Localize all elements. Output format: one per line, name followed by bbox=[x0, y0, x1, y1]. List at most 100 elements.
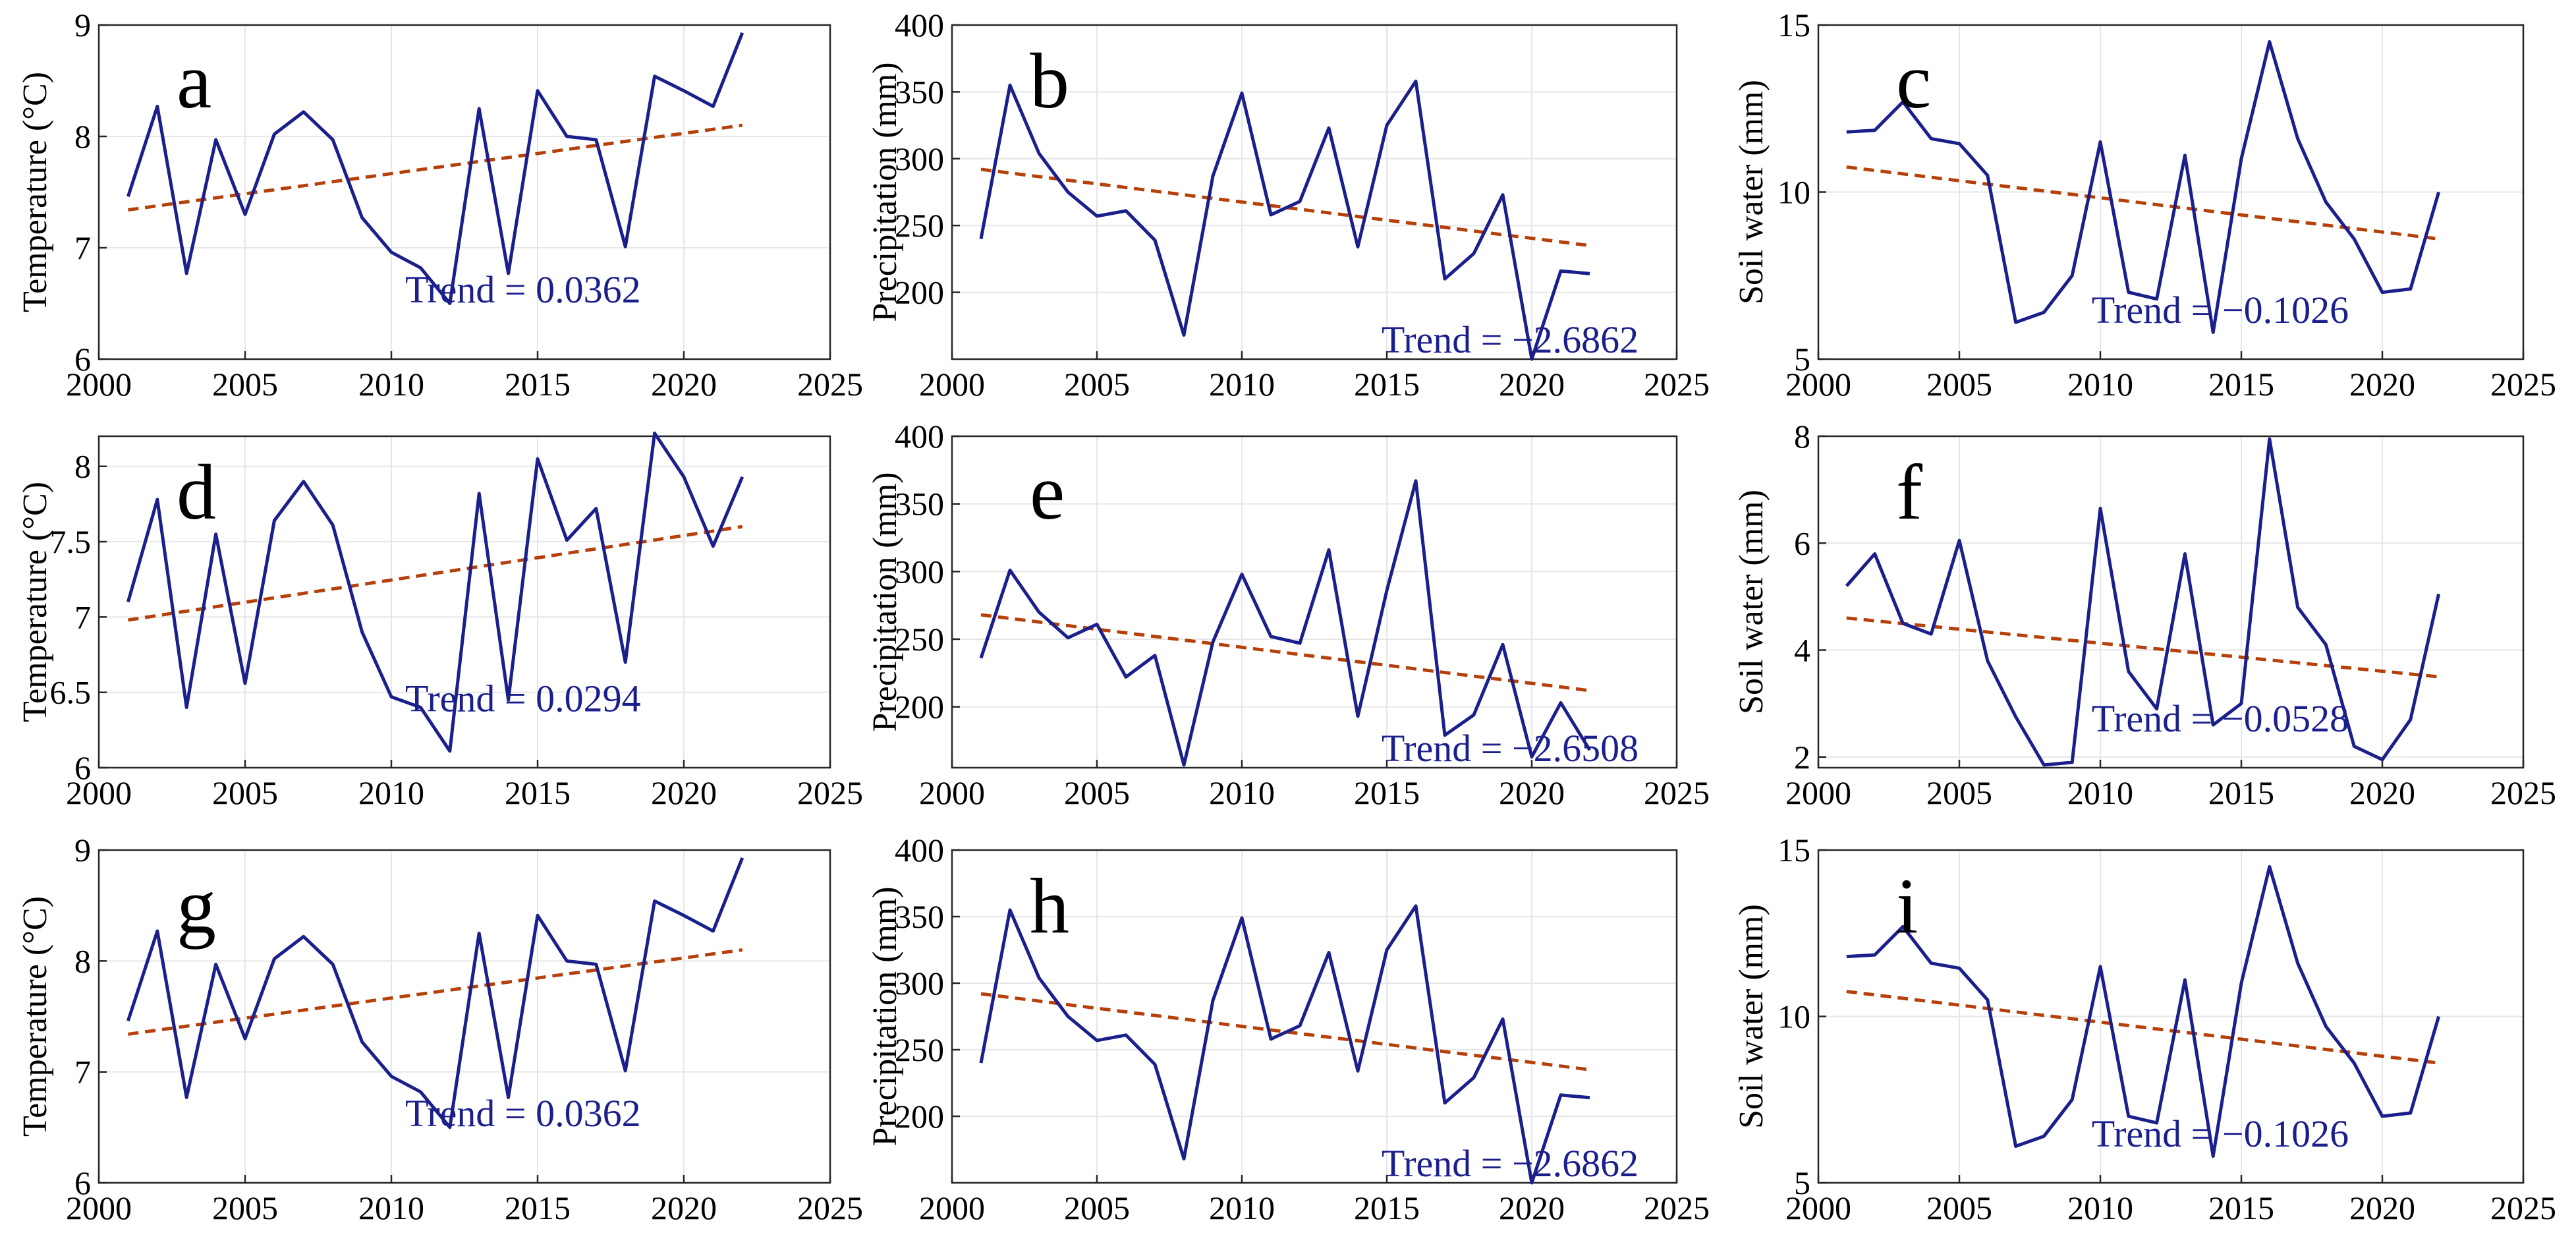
x-tick-label: 2005 bbox=[1926, 774, 1992, 811]
x-tick-label: 2015 bbox=[505, 366, 571, 403]
y-tick-label: 10 bbox=[1778, 174, 1810, 211]
x-tick-label: 2025 bbox=[1644, 366, 1710, 403]
y-tick-label: 5 bbox=[1794, 341, 1810, 378]
panel-letter: g bbox=[177, 862, 216, 950]
x-tick-label: 2015 bbox=[2208, 1189, 2274, 1226]
series-line bbox=[126, 431, 744, 753]
y-tick-label: 8 bbox=[1794, 418, 1810, 455]
panel-d: 2000 2005 2010 2015 2020 2025 6 6.5 7 7.5 8 Tempera… bbox=[16, 431, 863, 811]
x-tick-label: 2005 bbox=[1064, 774, 1130, 811]
axes-frame bbox=[951, 849, 1678, 1184]
x-tick-label: 2010 bbox=[2067, 366, 2133, 403]
y-tick-label: 7.5 bbox=[50, 523, 92, 560]
x-tick-label: 2005 bbox=[212, 1189, 278, 1226]
x-tick-label: 2020 bbox=[651, 1189, 717, 1226]
y-axis-label: Temperature (°C) bbox=[16, 896, 54, 1137]
trend-text: Trend = −0.0528 bbox=[2092, 697, 2349, 740]
y-tick-label: 400 bbox=[895, 832, 944, 869]
x-tick-label: 2020 bbox=[651, 774, 717, 811]
y-tick-label: 300 bbox=[895, 553, 944, 590]
x-tick-label: 2010 bbox=[2067, 774, 2133, 811]
trend-text: Trend = 0.0362 bbox=[405, 268, 641, 311]
trend-text: Trend = −2.6508 bbox=[1382, 727, 1638, 770]
x-tick-label: 2000 bbox=[1785, 1189, 1851, 1226]
panel-c: 2000 2005 2010 2015 2020 2025 5 10 15 Soil water … bbox=[1733, 7, 2556, 403]
x-tick-label: 2025 bbox=[1644, 1189, 1710, 1226]
panel-f: 2000 2005 2010 2015 2020 2025 2 4 6 8 Soil water (… bbox=[1733, 418, 2556, 811]
panel-g: 2000 2005 2010 2015 2020 2025 6 7 8 9 Temperature … bbox=[16, 832, 863, 1226]
trend-line bbox=[1846, 616, 2439, 679]
y-axis-label: Precipitation (mm) bbox=[866, 62, 904, 322]
x-tick-label: 2000 bbox=[1785, 366, 1851, 403]
trend-line bbox=[1846, 990, 2439, 1065]
y-tick-label: 5 bbox=[1794, 1164, 1810, 1201]
axes-frame bbox=[98, 435, 831, 769]
y-tick-label: 400 bbox=[895, 7, 944, 43]
series-line bbox=[979, 479, 1592, 767]
x-tick-label: 2020 bbox=[2349, 774, 2415, 811]
panel-h: 2000 2005 2010 2015 2020 2025 200 250 300 350 400 P… bbox=[866, 832, 1710, 1226]
x-tick-label: 2010 bbox=[1209, 1189, 1275, 1226]
x-tick-label: 2005 bbox=[1064, 1189, 1130, 1226]
y-axis-label: Temperature (°C) bbox=[16, 72, 54, 312]
y-tick-label: 250 bbox=[895, 621, 944, 658]
panel-letter: i bbox=[1896, 862, 1918, 950]
y-tick-label: 6 bbox=[74, 341, 91, 378]
x-tick-label: 2025 bbox=[2490, 774, 2556, 811]
y-tick-label: 200 bbox=[895, 689, 944, 726]
x-tick-label: 2025 bbox=[1644, 774, 1710, 811]
panel-e: 2000 2005 2010 2015 2020 2025 200 250 300 350 400 P… bbox=[866, 418, 1710, 811]
trend-text: Trend = −0.1026 bbox=[2092, 1112, 2349, 1155]
x-tick-label: 2010 bbox=[2067, 1189, 2133, 1226]
axes-frame bbox=[98, 24, 831, 360]
trend-line bbox=[1846, 165, 2439, 241]
y-tick-label: 7 bbox=[74, 598, 91, 635]
x-tick-label: 2025 bbox=[797, 774, 863, 811]
trend-text: Trend = −2.6862 bbox=[1382, 318, 1638, 361]
panel-a: 2000 2005 2010 2015 2020 2025 6 7 8 9 Temperature … bbox=[16, 7, 863, 403]
x-tick-label: 2020 bbox=[1499, 366, 1565, 403]
panel-b: 2000 2005 2010 2015 2020 2025 200 250 300 350 400 P… bbox=[866, 7, 1710, 403]
x-tick-label: 2015 bbox=[2208, 366, 2274, 403]
y-tick-label: 7 bbox=[74, 229, 91, 266]
trend-line bbox=[128, 525, 743, 622]
x-tick-label: 2020 bbox=[2349, 1189, 2415, 1226]
y-axis-label: Soil water (mm) bbox=[1733, 904, 1770, 1129]
panel-letter: h bbox=[1030, 862, 1069, 950]
x-tick-label: 2020 bbox=[1499, 774, 1565, 811]
series-line bbox=[126, 32, 744, 305]
panel-letter: b bbox=[1030, 37, 1069, 125]
y-tick-label: 8 bbox=[74, 118, 91, 155]
y-tick-label: 10 bbox=[1778, 998, 1810, 1035]
trend-line bbox=[128, 948, 743, 1036]
x-tick-label: 2000 bbox=[1785, 774, 1851, 811]
y-tick-label: 2 bbox=[1794, 739, 1810, 776]
axes-frame bbox=[98, 849, 831, 1184]
series-line bbox=[979, 79, 1590, 361]
x-tick-label: 2005 bbox=[1926, 1189, 1992, 1226]
x-tick-label: 2025 bbox=[797, 366, 863, 403]
y-tick-label: 6.5 bbox=[50, 674, 92, 711]
series-line bbox=[1846, 40, 2441, 334]
x-tick-label: 2010 bbox=[1209, 366, 1275, 403]
y-axis-label: Soil water (mm) bbox=[1733, 490, 1770, 714]
x-tick-label: 2025 bbox=[2490, 366, 2556, 403]
y-tick-label: 8 bbox=[74, 448, 91, 485]
x-tick-label: 2000 bbox=[66, 366, 132, 403]
y-tick-label: 9 bbox=[74, 832, 91, 869]
x-tick-label: 2015 bbox=[1354, 774, 1420, 811]
y-tick-label: 15 bbox=[1778, 832, 1810, 869]
axes-frame bbox=[951, 435, 1678, 769]
x-tick-label: 2015 bbox=[2208, 774, 2274, 811]
x-tick-label: 2010 bbox=[358, 1189, 424, 1226]
y-axis-label: Precipitation (mm) bbox=[866, 472, 904, 731]
x-tick-label: 2015 bbox=[1354, 1189, 1420, 1226]
y-tick-label: 6 bbox=[74, 1164, 91, 1201]
trend-text: Trend = −2.6862 bbox=[1382, 1142, 1638, 1185]
y-tick-label: 350 bbox=[895, 486, 944, 523]
x-tick-label: 2000 bbox=[919, 774, 985, 811]
x-tick-label: 2010 bbox=[358, 774, 424, 811]
y-tick-label: 15 bbox=[1778, 7, 1810, 43]
